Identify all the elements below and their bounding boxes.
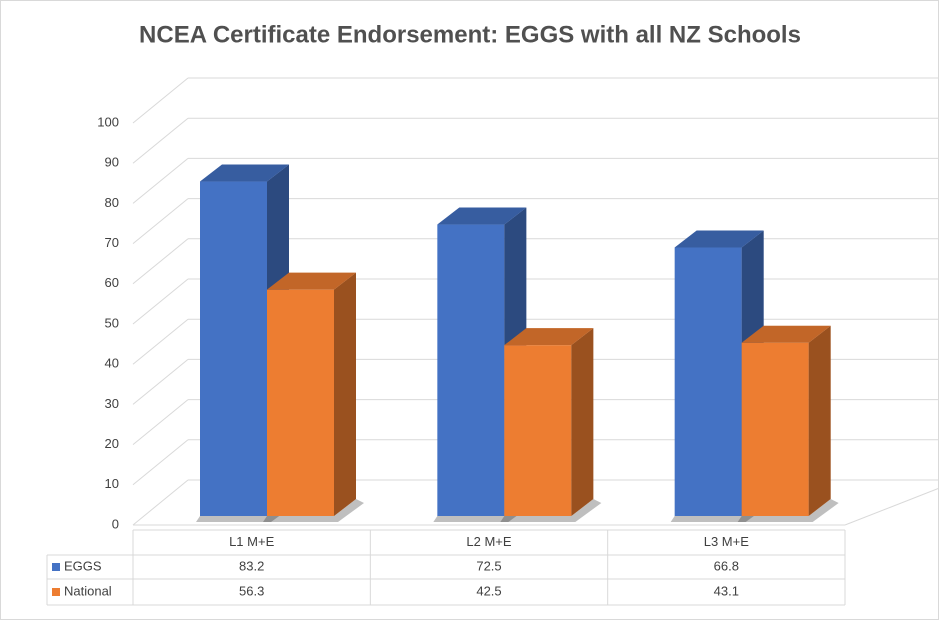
bar	[504, 345, 572, 516]
bar	[267, 289, 334, 516]
grid-line	[132, 318, 189, 365]
bar-shadow	[737, 499, 839, 522]
table-value: 66.8	[714, 558, 739, 573]
y-tick-label: 50	[105, 315, 119, 330]
table-value: 42.5	[476, 583, 501, 598]
y-tick-label: 100	[97, 114, 119, 129]
bar-shadow	[263, 499, 364, 522]
bar	[741, 342, 809, 516]
legend-key	[52, 563, 60, 571]
table-value: 83.2	[239, 558, 264, 573]
bar-side	[571, 328, 594, 516]
bar-side-shade	[334, 272, 356, 516]
bar-shadow	[670, 499, 772, 522]
x-tick-label: L3 M+E	[704, 534, 749, 549]
floor-edge	[844, 487, 939, 526]
bar-side-shade	[571, 328, 594, 516]
bar-top-shade	[504, 328, 594, 346]
bar-top	[200, 164, 289, 182]
grid-line	[132, 479, 189, 526]
grid-line	[132, 198, 189, 244]
y-tick-label: 90	[105, 155, 119, 170]
bar-top	[674, 230, 764, 248]
bar-top-shade	[267, 272, 356, 290]
grid-line	[132, 158, 189, 204]
bar-top-shade	[741, 325, 831, 343]
table-value: 56.3	[239, 583, 264, 598]
legend-label: National	[64, 583, 112, 598]
bar-top	[267, 272, 356, 290]
y-tick-label: 40	[105, 356, 119, 371]
x-tick-label: L1 M+E	[229, 534, 274, 549]
bar-shadow	[433, 499, 535, 522]
y-tick-label: 0	[112, 516, 119, 531]
y-tick-label: 30	[105, 396, 119, 411]
bar-top	[504, 328, 594, 346]
table-value: 43.1	[714, 583, 739, 598]
bar-side	[334, 272, 356, 516]
table-value: 72.5	[476, 558, 501, 573]
bar-top-shade	[437, 207, 527, 225]
bar-side-shade	[808, 325, 831, 516]
bar	[674, 247, 742, 517]
bar	[200, 181, 267, 516]
bar	[437, 224, 505, 517]
bar-shadow	[500, 499, 602, 522]
y-tick-label: 20	[105, 436, 119, 451]
y-tick-label: 70	[105, 235, 119, 250]
chart-title: NCEA Certificate Endorsement: EGGS with …	[139, 21, 801, 48]
legend-key	[52, 588, 60, 596]
grid-line	[132, 359, 189, 405]
legend-label: EGGS	[64, 558, 102, 573]
bar-shadow	[196, 499, 297, 522]
y-tick-label: 80	[105, 195, 119, 210]
grid-line	[132, 77, 189, 124]
y-tick-label: 60	[105, 275, 119, 290]
y-tick-label: 10	[105, 476, 119, 491]
bar-top	[437, 207, 527, 225]
grid-line	[132, 238, 189, 285]
grid-line	[132, 439, 189, 486]
bar-top-shade	[674, 230, 764, 248]
bar-top-shade	[200, 164, 289, 182]
grid-line	[132, 399, 189, 445]
bar-top	[741, 325, 831, 343]
bar-side	[808, 325, 831, 516]
x-tick-label: L2 M+E	[466, 534, 511, 549]
grid-line	[132, 278, 189, 325]
grid-line	[132, 117, 189, 164]
